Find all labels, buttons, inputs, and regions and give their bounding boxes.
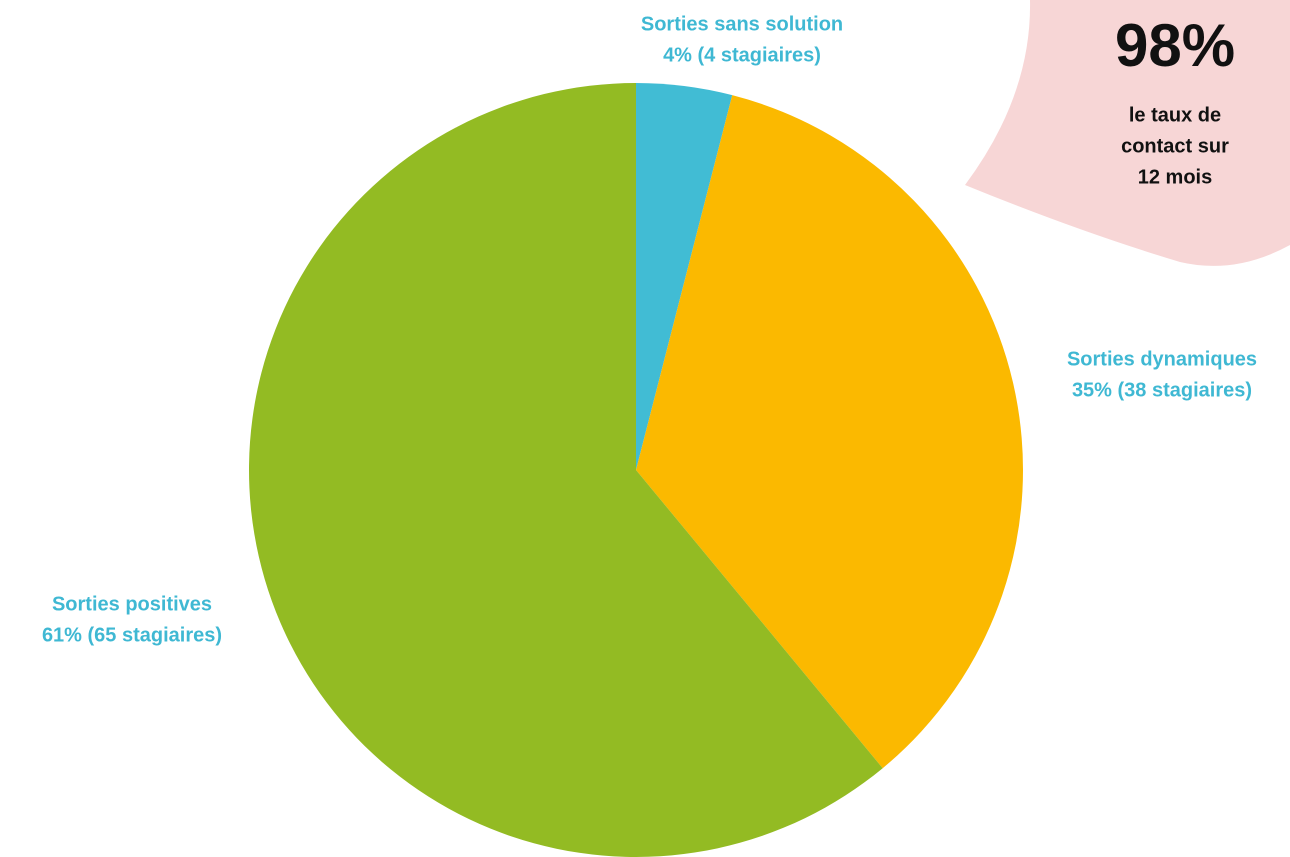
slice-label: Sorties positives (52, 593, 212, 615)
slice-value-label: 61% (65 stagiaires) (42, 624, 222, 646)
callout-value: 98% (1115, 12, 1235, 79)
callout-text: 12 mois (1138, 166, 1212, 188)
callout-shape (965, 0, 1290, 266)
pie-slice (249, 83, 883, 857)
pie-slice (636, 95, 1023, 769)
callout-text: le taux de (1129, 104, 1221, 126)
slice-label: Sorties dynamiques (1067, 348, 1257, 370)
slice-label: Sorties sans solution (641, 13, 843, 35)
pie-slice (636, 83, 733, 470)
slice-value-label: 35% (38 stagiaires) (1072, 379, 1252, 401)
callout-text: contact sur (1121, 135, 1229, 157)
slice-value-label: 4% (4 stagiaires) (663, 44, 821, 66)
